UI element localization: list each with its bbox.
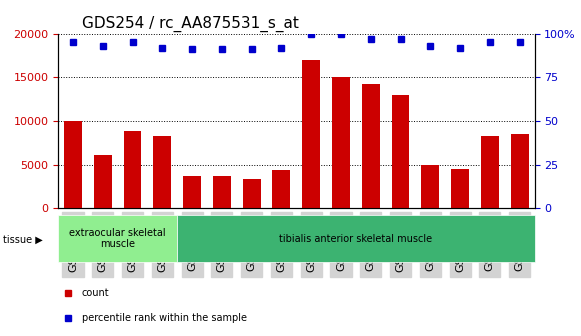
Bar — [213, 176, 231, 208]
Text: GDS254 / rc_AA875531_s_at: GDS254 / rc_AA875531_s_at — [82, 16, 299, 32]
Bar — [421, 165, 439, 208]
Text: percentile rank within the sample: percentile rank within the sample — [82, 312, 247, 323]
Text: extraocular skeletal
muscle: extraocular skeletal muscle — [69, 228, 166, 249]
Bar — [511, 134, 529, 208]
Bar — [362, 84, 379, 208]
Bar — [64, 121, 82, 208]
Bar — [302, 60, 320, 208]
Bar — [153, 136, 171, 208]
Bar — [481, 136, 498, 208]
Bar — [183, 176, 201, 208]
Bar — [124, 131, 141, 208]
Text: count: count — [82, 288, 110, 298]
Bar — [332, 77, 350, 208]
Bar — [272, 170, 290, 208]
FancyBboxPatch shape — [177, 215, 535, 262]
Text: tibialis anterior skeletal muscle: tibialis anterior skeletal muscle — [279, 234, 432, 244]
Bar — [243, 179, 260, 208]
Bar — [94, 155, 112, 208]
Bar — [451, 169, 469, 208]
Bar — [392, 95, 410, 208]
Text: tissue ▶: tissue ▶ — [3, 235, 42, 245]
FancyBboxPatch shape — [58, 215, 177, 262]
